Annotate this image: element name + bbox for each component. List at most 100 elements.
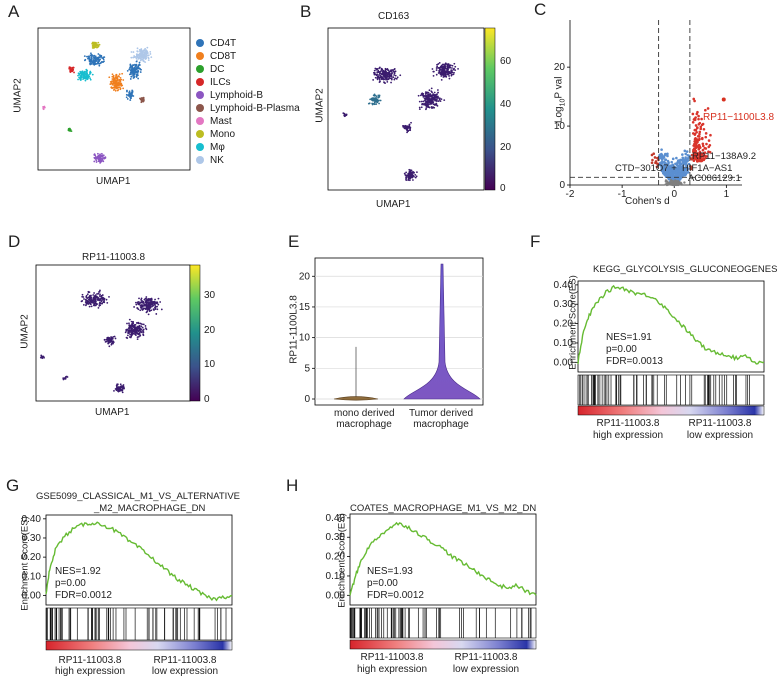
umap-point <box>149 300 152 302</box>
umap-point <box>97 53 100 55</box>
umap-point <box>89 299 92 302</box>
umap-point <box>409 177 412 180</box>
umap-point <box>431 91 433 94</box>
gsea-g-high-gene: RP11-11003.8 <box>58 655 122 666</box>
umap-point <box>143 51 146 54</box>
umap-point <box>90 305 93 308</box>
umap-point <box>429 101 432 103</box>
umap-point <box>66 376 69 378</box>
volcano-point <box>670 180 674 183</box>
gsea-g-title: GSE5099_CLASSICAL_M1_VS_ALTERNATIVE _M2_M… <box>36 491 240 515</box>
panel-letter-d: D <box>8 232 21 251</box>
gsea-f-y-tick-label: 0.20 <box>554 319 574 330</box>
volcano-point <box>675 174 678 178</box>
umap-point <box>406 131 408 134</box>
umap-point <box>390 77 393 80</box>
volcano-point <box>666 154 669 158</box>
umap-point <box>379 74 382 77</box>
umap-point <box>141 52 144 54</box>
umap-point <box>422 100 425 103</box>
umap-point <box>384 76 387 79</box>
umap-point <box>101 299 103 302</box>
gsea-g-plot: 0.00 0.10 0.20 0.30 0.40 <box>22 514 233 651</box>
umap-point <box>121 385 124 388</box>
umap-point <box>128 329 131 331</box>
umap-point <box>435 69 438 71</box>
umap-point <box>64 377 66 380</box>
colorbar-d-tick-10: 10 <box>204 359 216 370</box>
umap-point <box>421 102 424 105</box>
volcano-point <box>693 128 697 132</box>
colorbar-b-tick-20: 20 <box>500 142 512 153</box>
umap-point <box>382 73 385 75</box>
umap-point <box>97 158 100 161</box>
umap-point <box>96 58 99 61</box>
umap-point <box>119 80 122 83</box>
umap-point <box>425 107 428 109</box>
umap-point <box>129 99 132 101</box>
umap-point <box>411 174 414 176</box>
gsea-h-title: COATES_MACROPHAGE_M1_VS_M2_DN <box>350 503 537 514</box>
violin-group-2-line1: Tumor derived <box>408 408 474 419</box>
umap-point <box>113 335 116 338</box>
volcano-point <box>698 132 701 136</box>
umap-point <box>154 308 157 310</box>
umap-point <box>77 78 79 81</box>
umap-point <box>134 63 136 66</box>
umap-point <box>439 68 441 71</box>
umap-point <box>136 50 139 53</box>
umap-point <box>110 80 113 83</box>
volcano-point <box>684 167 688 171</box>
colorbar-b-tick-40: 40 <box>500 99 512 110</box>
umap-point <box>121 72 124 75</box>
volcano-point <box>663 153 667 157</box>
gsea-g-frame <box>45 514 233 606</box>
umap-point <box>96 297 99 299</box>
umap-point <box>159 301 162 303</box>
umap-point <box>149 303 152 305</box>
umap-point <box>146 54 149 57</box>
umap-point <box>129 333 132 336</box>
umap-point <box>375 103 378 105</box>
umap-point <box>134 65 137 68</box>
umap-point <box>117 88 120 91</box>
umap-point <box>412 172 415 174</box>
umap-point <box>144 61 147 64</box>
violin-y-tick-label: 0 <box>304 394 310 405</box>
gsea-f-y-tick-label: 0.40 <box>554 280 574 291</box>
umap-point <box>126 334 129 337</box>
gsea-g-nes: NES=1.92 <box>55 566 101 577</box>
gsea-h-y-tick-label: 0.20 <box>326 552 346 563</box>
volcano-point <box>666 159 670 163</box>
umap-a-xlabel: UMAP1 <box>96 176 131 187</box>
volcano-point <box>704 132 708 135</box>
volcano-point <box>664 158 667 161</box>
umap-point <box>426 94 429 96</box>
umap-point <box>430 87 433 90</box>
volcano-x-tick-label: -2 <box>566 189 575 200</box>
umap-point <box>399 74 402 77</box>
umap-point <box>144 325 147 327</box>
gsea-g-y-tick-label: 0.10 <box>22 571 42 582</box>
umap-point <box>375 68 378 71</box>
umap-point <box>89 297 92 300</box>
gsea-g-y-tick-label: 0.30 <box>22 533 42 544</box>
umap-point <box>428 106 431 109</box>
umap-point <box>405 174 408 177</box>
umap-point <box>141 56 144 59</box>
umap-point <box>383 72 386 75</box>
umap-point <box>137 70 140 72</box>
umap-point <box>82 303 85 306</box>
umap-point <box>144 297 147 300</box>
umap-point <box>91 301 94 304</box>
umap-point <box>98 155 101 158</box>
umap-point <box>444 62 447 65</box>
umap-point <box>143 55 145 58</box>
umap-point <box>430 97 433 100</box>
umap-point <box>139 97 141 100</box>
umap-point <box>140 325 143 328</box>
umap-point <box>435 73 438 76</box>
legend-item-1: CD8T <box>196 49 236 63</box>
umap-point <box>125 96 128 99</box>
gsea-g-rank-bar <box>45 640 233 651</box>
